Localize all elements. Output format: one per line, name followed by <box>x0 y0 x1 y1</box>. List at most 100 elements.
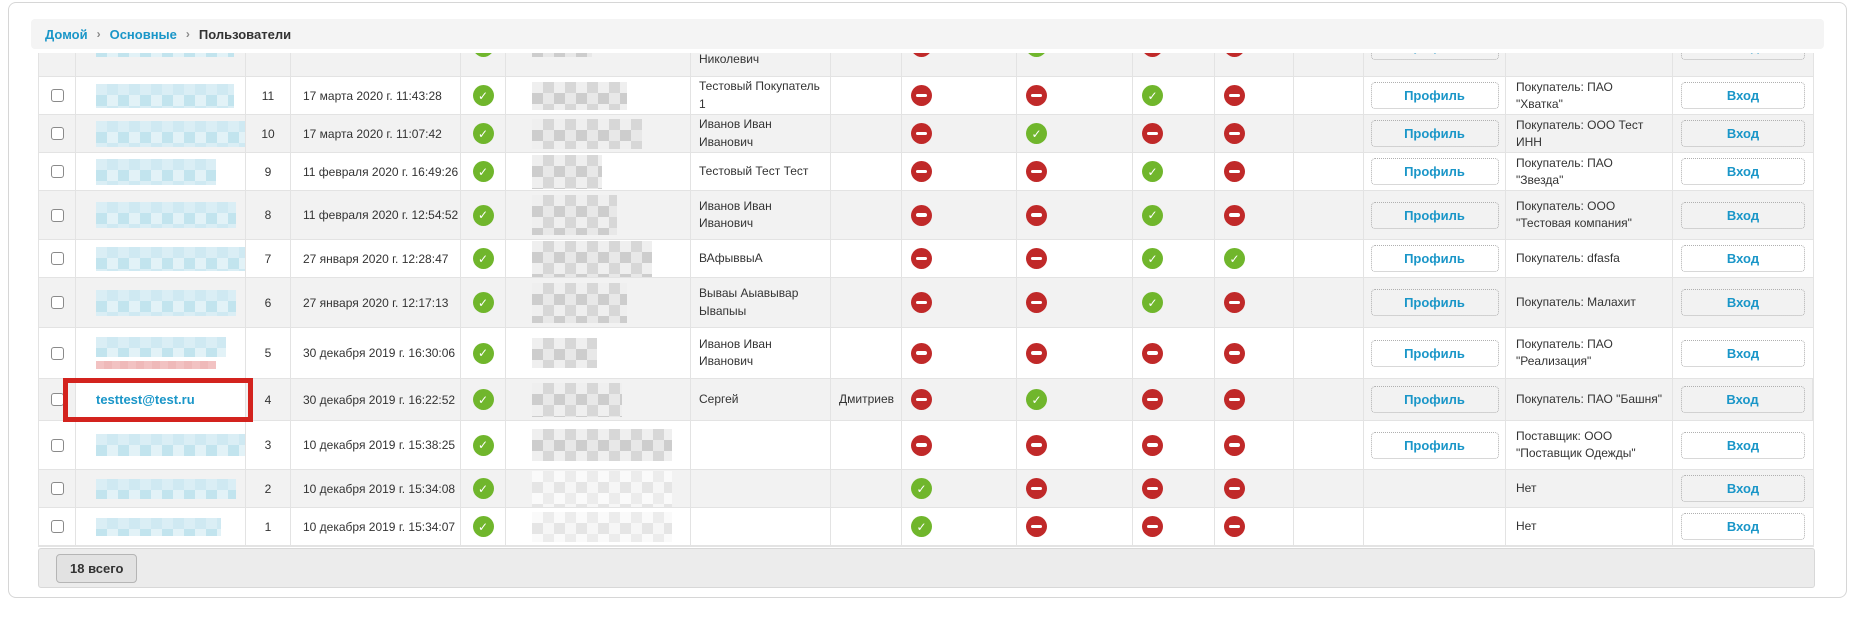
status-flag-cell <box>1133 191 1215 239</box>
row-checkbox[interactable] <box>50 252 64 265</box>
checkbox-cell <box>39 278 76 327</box>
checkbox-cell <box>39 328 76 378</box>
redacted-name-cell <box>506 77 691 114</box>
company-label: Покупатель: ПАО "Звезда" <box>1516 155 1613 187</box>
profile-button[interactable]: Профиль <box>1370 82 1499 109</box>
name-cell: Николевич <box>691 53 831 76</box>
company-label: Покупатель: dfasfa <box>1516 251 1620 266</box>
redacted-blur <box>532 470 672 507</box>
highlighted-email-link[interactable]: testtest@test.ru <box>96 392 195 407</box>
profile-button[interactable]: Профиль <box>1370 289 1499 316</box>
date-joined-cell: 10 декабря 2019 г. 15:38:25 <box>291 421 461 469</box>
login-button[interactable]: Вход <box>1680 386 1805 413</box>
profile-button[interactable]: Профиль <box>1370 431 1499 459</box>
status-flag-cell <box>1215 77 1294 114</box>
redacted-blur <box>96 517 221 536</box>
login-button[interactable]: Вход <box>1681 289 1805 316</box>
login-button[interactable]: Вход <box>1681 475 1805 502</box>
empty-cell <box>1294 153 1364 190</box>
table-row: 6 27 января 2020 г. 12:17:13 Вываы Аыавы… <box>39 278 1813 328</box>
redacted-name-cell <box>506 328 691 378</box>
minus-circle-icon <box>1026 516 1047 537</box>
redacted-blur <box>96 120 245 147</box>
status-flag-cell <box>1133 328 1215 378</box>
row-checkbox[interactable] <box>50 482 64 495</box>
checkbox-cell <box>39 508 76 545</box>
status-flag-cell <box>1133 379 1215 420</box>
minus-circle-icon <box>1142 389 1163 410</box>
breadcrumb-link-home[interactable]: Домой <box>45 26 88 42</box>
profile-cell: Профиль <box>1364 77 1506 114</box>
email-cell <box>76 53 246 76</box>
email-cell <box>76 77 246 114</box>
login-button[interactable]: Вход <box>1681 158 1805 185</box>
check-circle-icon <box>1026 123 1047 144</box>
login-button[interactable]: Вход <box>1681 82 1805 109</box>
email-cell <box>76 421 246 469</box>
status-flag-cell <box>1215 191 1294 239</box>
id-cell: 10 <box>246 115 291 152</box>
redacted-blur <box>96 289 236 316</box>
status-flag-cell <box>1133 240 1215 277</box>
email-cell <box>76 278 246 327</box>
minus-circle-icon <box>1224 85 1245 106</box>
row-checkbox[interactable] <box>50 89 64 102</box>
profile-button[interactable]: Профиль <box>1370 245 1499 272</box>
row-checkbox[interactable] <box>50 127 64 140</box>
active-status-cell <box>461 240 506 277</box>
status-flag-cell <box>1215 379 1294 420</box>
row-checkbox[interactable] <box>50 393 64 406</box>
status-flag-cell <box>1133 77 1215 114</box>
profile-button[interactable]: Профиль <box>1370 201 1499 229</box>
minus-circle-icon <box>1026 292 1047 313</box>
row-checkbox[interactable] <box>50 438 64 452</box>
minus-circle-icon <box>1026 204 1047 226</box>
login-cell: Вход <box>1673 328 1813 378</box>
profile-button[interactable]: Профиль <box>1370 339 1499 367</box>
redacted-name-cell <box>506 278 691 327</box>
redacted-blur <box>532 154 602 189</box>
company-cell: Поставщик: ООО "Поставщик Одежды" <box>1506 421 1673 469</box>
email-cell <box>76 240 246 277</box>
redacted-blur <box>96 202 236 228</box>
active-status-cell <box>461 328 506 378</box>
patronymic-cell <box>831 191 902 239</box>
date-joined-cell: 17 марта 2020 г. 11:43:28 <box>291 77 461 114</box>
breadcrumb-current-page: Пользователи <box>198 26 292 42</box>
empty-cell <box>1294 379 1364 420</box>
login-button[interactable]: Вход <box>1681 513 1805 540</box>
login-cell: Вход <box>1673 53 1813 76</box>
row-checkbox[interactable] <box>50 296 64 309</box>
breadcrumb-link-section[interactable]: Основные <box>109 26 177 42</box>
id-cell: 3 <box>246 421 291 469</box>
date-joined-cell: 11 февраля 2020 г. 16:49:26 <box>291 153 461 190</box>
row-checkbox[interactable] <box>50 346 64 360</box>
check-circle-icon <box>472 434 494 456</box>
check-circle-icon <box>1224 248 1245 269</box>
login-button[interactable]: Вход <box>1681 53 1805 60</box>
profile-button[interactable]: Профиль <box>1370 158 1499 185</box>
email-cell <box>76 191 246 239</box>
login-button[interactable]: Вход <box>1681 431 1805 459</box>
profile-button[interactable]: Профиль <box>1370 120 1499 147</box>
row-checkbox[interactable] <box>50 165 64 178</box>
login-button[interactable]: Вход <box>1681 339 1805 367</box>
check-circle-icon <box>1142 248 1163 269</box>
login-button[interactable]: Вход <box>1681 201 1805 229</box>
redacted-blur <box>96 158 216 185</box>
check-circle-icon <box>1142 85 1163 106</box>
login-button[interactable]: Вход <box>1681 120 1805 147</box>
profile-cell: Профиль <box>1364 421 1506 469</box>
row-checkbox[interactable] <box>50 520 64 533</box>
status-flag-cell <box>902 53 1017 76</box>
total-count-button[interactable]: 18 всего <box>56 553 138 583</box>
company-cell: Покупатель: ПАО "Реализация" <box>1506 328 1673 378</box>
status-flag-cell <box>1017 240 1133 277</box>
row-checkbox[interactable] <box>50 208 64 222</box>
login-button[interactable]: Вход <box>1681 245 1805 272</box>
profile-button[interactable]: Профиль <box>1370 386 1499 413</box>
users-table: Николевич Профиль Вход 11 17 марта 2020 … <box>38 53 1815 547</box>
patronymic-cell <box>831 421 902 469</box>
profile-button[interactable]: Профиль <box>1370 53 1499 60</box>
patronymic-cell <box>831 77 902 114</box>
